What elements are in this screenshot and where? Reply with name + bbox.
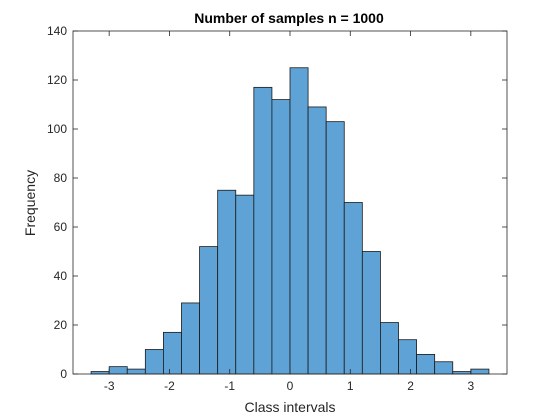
bars-group — [90, 67, 490, 375]
histogram-bar — [434, 361, 454, 375]
chart-title: Number of samples n = 1000 — [194, 10, 384, 26]
histogram-bar — [470, 368, 490, 375]
histogram-bar — [253, 86, 273, 375]
y-tick-label: 60 — [54, 220, 68, 234]
y-tick-label: 100 — [47, 122, 67, 136]
histogram-bar — [398, 339, 417, 375]
histogram-bar — [380, 322, 399, 375]
histogram-bar — [126, 368, 146, 375]
histogram-bar — [361, 251, 381, 375]
x-tick-label: 1 — [347, 379, 354, 393]
histogram-bar — [271, 99, 291, 375]
x-axis-label: Class intervals — [244, 399, 335, 415]
y-axis-label: Frequency — [22, 170, 38, 236]
x-tick-label: 0 — [287, 379, 294, 393]
y-tick-label: 140 — [47, 24, 67, 38]
x-tick-label: -1 — [224, 379, 235, 393]
x-tick-label: -3 — [104, 379, 115, 393]
y-tick-label: 40 — [54, 269, 68, 283]
histogram-bar — [199, 246, 219, 375]
histogram-bar — [343, 202, 363, 375]
y-tick-label: 80 — [54, 171, 68, 185]
y-tick-label: 120 — [47, 73, 67, 87]
ticks-group: -3 -2 -1 0 1 2 3 0 20 40 60 80 100 120 140 — [47, 24, 507, 393]
histogram-bar — [325, 121, 345, 375]
histogram-bar — [163, 331, 182, 375]
histogram-bar — [307, 106, 327, 375]
histogram-bar — [144, 349, 164, 375]
histogram-bar — [289, 67, 309, 375]
x-tick-label: 3 — [467, 379, 474, 393]
x-tick-label: 2 — [407, 379, 414, 393]
histogram-bar — [217, 189, 237, 375]
x-tick-label: -2 — [164, 379, 175, 393]
histogram-bar — [235, 194, 255, 375]
histogram-bar — [181, 302, 200, 375]
histogram-bar — [108, 366, 128, 375]
histogram-bar — [416, 353, 436, 375]
y-tick-label: 20 — [54, 318, 68, 332]
y-tick-label: 0 — [60, 367, 67, 381]
